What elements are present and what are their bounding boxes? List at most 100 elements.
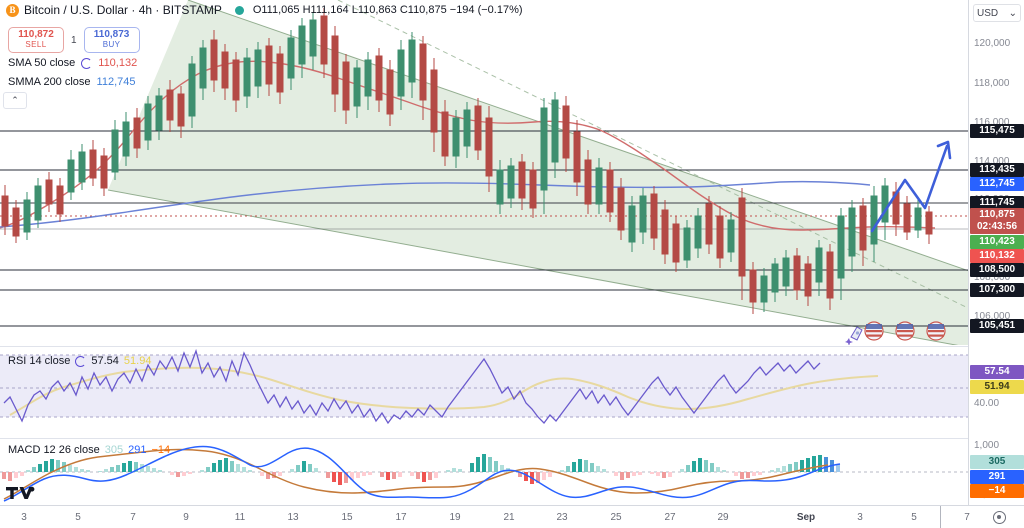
currency-label: USD [977,7,999,19]
ohlc-values: O111,065 H111,164 L110,863 C110,875 −194… [252,4,523,16]
price-tag-113435[interactable]: 113,435 [970,163,1024,177]
time-tick-label: 7 [130,512,136,523]
projection-arrow [870,140,952,233]
axis-tick-label: 1,000 [974,440,1000,451]
axis-tick-label: 106,000 [974,311,1011,322]
macd-line [3,445,841,502]
axis-tick-label: 40.00 [974,398,1000,409]
refresh-icon[interactable] [75,355,87,367]
main-price-pane[interactable] [0,0,968,345]
price-tag-111745[interactable]: 111,745 [970,196,1024,210]
macd-hist-value: 305 [104,444,124,456]
sell-label: SELL [25,40,47,49]
time-tick-label: 3 [857,512,863,523]
price-tag-291[interactable]: 291 [970,470,1024,484]
price-tag-305[interactable]: 305 [970,455,1024,469]
rsi-line [3,348,821,425]
macd-signal-value: −14 [151,444,171,456]
time-axis-separator [940,506,941,528]
chevron-down-icon: ⌄ [1008,7,1017,19]
rsi-legend-value: 57.54 [91,355,119,367]
time-tick-label: 11 [234,512,246,523]
macd-legend-name: MACD 12 26 close [8,444,100,456]
sell-button[interactable]: 110,872 SELL [8,27,64,53]
time-tick-label: 9 [183,512,189,523]
tradingview-logo[interactable] [6,484,36,502]
us-flag-icon-2 [895,321,915,341]
collapse-pane-button[interactable]: ⌃ [3,92,27,109]
chevron-up-icon: ⌃ [11,95,19,105]
price-tag-5194[interactable]: 51.94 [970,380,1024,394]
rocket-icon [845,326,863,345]
macd-histogram [2,454,840,485]
axis-tick-label: 114,000 [974,156,1010,167]
price-tag-112745[interactable]: 112,745 [970,177,1024,191]
price-tag-107300[interactable]: 107,300 [970,283,1024,297]
quantity-value[interactable]: 1 [71,34,77,46]
buy-label: BUY [102,40,121,49]
current-price-tag[interactable]: 110,875 02:43:56 [970,208,1024,234]
macd-legend[interactable]: MACD 12 26 close 305 291 −14 [8,444,170,456]
time-tick-label: 13 [287,512,299,523]
macd-chart-svg [0,445,968,502]
rsi-chart-svg [0,348,968,425]
us-flag-icon-1 [864,321,884,341]
indicator-legend-sma[interactable]: SMA 50 close 110,132 [8,57,137,69]
rsi-legend-name: RSI 14 close [8,355,71,367]
smma200-line [0,180,871,228]
price-tag-115475[interactable]: 115,475 [970,124,1024,138]
time-tick-label: 29 [717,512,729,523]
bar-countdown: 02:43:56 [976,221,1018,232]
time-tick-label: 17 [395,512,407,523]
chart-header: B Bitcoin / U.S. Dollar · 4h · BITSTAMP … [6,3,523,17]
channel-midline [337,0,968,309]
time-tick-label: 3 [21,512,27,523]
us-flag-icon-3 [926,321,946,341]
buy-button[interactable]: 110,873 BUY [83,27,140,53]
time-tick-label: 5 [75,512,81,523]
bitcoin-icon: B [6,3,19,17]
candlestick-series [1,8,933,314]
descending-channel [108,0,968,345]
rsi-ma-line [9,366,879,416]
macd-main-value: 291 [128,444,147,456]
indicator-legend-smma[interactable]: SMMA 200 close 112,745 [8,76,136,88]
buy-price: 110,873 [93,29,130,40]
axis-tick-label: 118,000 [974,78,1010,89]
smma-value: 112,745 [96,76,136,88]
market-open-dot-icon [234,5,244,15]
time-tick-label: 15 [341,512,353,523]
clock-icon[interactable] [993,511,1006,524]
axis-tick-label: 108,000 [974,272,1011,283]
price-tag-108500[interactable]: 108,500 [970,263,1024,277]
time-tick-label: 5 [911,512,917,523]
macd-pane[interactable] [0,438,968,505]
rsi-legend[interactable]: RSI 14 close 57.54 51.94 [8,355,151,367]
axis-tick-label: 120,000 [974,38,1011,49]
main-chart-svg [0,0,968,345]
symbol-title[interactable]: Bitcoin / U.S. Dollar · 4h · BITSTAMP [24,3,222,17]
rsi-pane[interactable] [0,346,968,438]
price-tag-110132[interactable]: 110,132 [970,249,1024,263]
time-tick-label: 19 [449,512,461,523]
time-tick-label: 23 [556,512,568,523]
sma-name: SMA 50 close [8,57,76,69]
current-price-value: 110,875 [979,209,1015,220]
time-tick-label: Sep [796,512,816,523]
price-tag-105451[interactable]: 105,451 [970,319,1024,333]
price-axis[interactable]: USD ⌄ 120,000118,000116,000114,000112,00… [968,0,1024,505]
rsi-legend-ma: 51.94 [123,355,152,367]
refresh-icon[interactable] [81,57,93,69]
time-tick-label: 21 [503,512,515,523]
price-tag-14[interactable]: −14 [970,484,1024,498]
time-tick-label: 27 [664,512,676,523]
time-tick-label: 7 [964,512,970,523]
macd-signal-line [3,448,829,500]
currency-selector[interactable]: USD ⌄ [973,4,1021,22]
emoji-marker-group [845,321,946,345]
axis-tick-label: 116,000 [974,117,1010,128]
price-tag-5754[interactable]: 57.54 [970,365,1024,379]
price-tag-110423[interactable]: 110,423 [970,235,1024,249]
time-axis[interactable]: 3 5 7 9 11 13 15 17 19 21 23 25 27 29 Sep 3 5 7 [0,505,1024,528]
